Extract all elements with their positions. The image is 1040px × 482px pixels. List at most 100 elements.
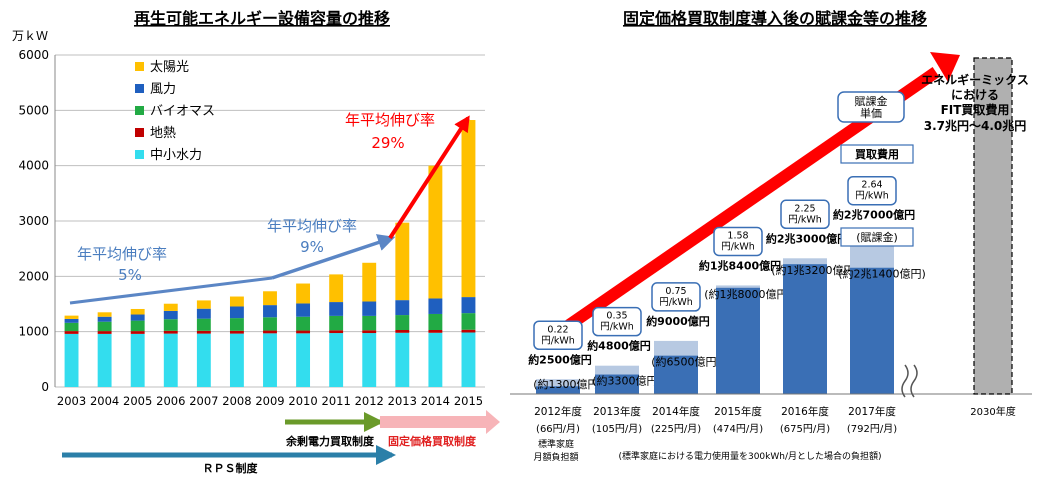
right-x-tick: 2014年度 xyxy=(652,405,700,418)
right-x-tick: 2015年度 xyxy=(714,405,762,418)
left-legend-swatch xyxy=(135,84,144,93)
monthly-burden: (792円/月) xyxy=(847,423,897,435)
left-bar-segment xyxy=(428,165,443,299)
left-bar-segment xyxy=(296,330,311,334)
monthly-burden: (225円/月) xyxy=(651,423,701,435)
right-bar-surcharge xyxy=(595,374,639,394)
left-bar-segment xyxy=(263,305,277,318)
growth-label-3a: 年平均伸び率 xyxy=(345,111,435,129)
left-bar-segment xyxy=(461,332,476,387)
right-bar-surcharge xyxy=(783,264,827,394)
left-bar-segment xyxy=(130,320,145,332)
purchase-label: 約4800億円 xyxy=(587,339,651,353)
left-x-tick: 2013 xyxy=(388,394,417,408)
household-label-2: 月額負担額 xyxy=(533,451,578,463)
left-bar-segment xyxy=(329,330,344,334)
purchase-label: 約2兆3000億円 xyxy=(766,231,848,245)
unit-price-label: 2.25 円/kWh xyxy=(788,203,822,225)
left-legend-label: 地熱 xyxy=(150,126,176,141)
fit-label: 固定価格買取制度 xyxy=(388,434,477,448)
left-legend-swatch xyxy=(135,106,144,115)
left-bar-segment xyxy=(362,315,377,331)
left-bar-segment xyxy=(196,300,211,309)
left-bar-segment xyxy=(461,329,476,333)
left-x-tick: 2009 xyxy=(255,394,284,408)
mix-label-2: における xyxy=(951,88,999,102)
legend-surcharge: (賦課金) xyxy=(856,230,898,244)
left-bar-segment xyxy=(296,283,311,304)
growth-arrow-1 xyxy=(69,276,273,305)
left-bar-segment xyxy=(428,313,443,331)
left-bar-segment xyxy=(196,333,211,387)
left-legend-swatch xyxy=(135,128,144,137)
left-bar-segment xyxy=(229,330,244,334)
year-2030: 2030年度 xyxy=(970,405,1015,418)
growth-label-2b: 9% xyxy=(300,238,324,256)
left-bar-segment xyxy=(395,330,410,333)
unit-price-label: 0.75 円/kWh xyxy=(659,286,693,308)
growth-label-1a: 年平均伸び率 xyxy=(77,245,167,263)
growth-label-1b: 5% xyxy=(118,266,142,284)
household-label-1: 標準家庭 xyxy=(538,438,574,450)
left-bar-segment xyxy=(362,301,377,316)
left-bar-segment xyxy=(163,303,178,311)
left-bar-segment xyxy=(229,318,244,331)
left-x-tick: 2010 xyxy=(288,394,317,408)
right-x-tick: 2013年度 xyxy=(593,405,641,418)
purchase-label: 約2500億円 xyxy=(528,352,592,366)
monthly-burden: (474円/月) xyxy=(713,423,763,435)
left-bar-segment xyxy=(163,330,178,334)
left-bar-segment xyxy=(263,291,277,306)
left-x-tick: 2008 xyxy=(222,394,251,408)
growth-arrow-2 xyxy=(271,234,396,280)
surcharge-label: (約1300億円) xyxy=(533,377,603,391)
left-y-tick: 6000 xyxy=(18,48,49,62)
left-x-tick: 2006 xyxy=(156,394,185,408)
left-bar-segment xyxy=(130,314,145,321)
left-bar-segment xyxy=(428,332,443,387)
unit-price-box xyxy=(651,282,701,312)
right-x-tick: 2016年度 xyxy=(781,405,829,418)
left-legend-label: 太陽光 xyxy=(150,60,189,75)
left-bar-segment xyxy=(296,333,311,387)
left-bar-segment xyxy=(64,318,79,323)
left-chart-title: 再生可能エネルギー設備容量の推移 xyxy=(134,9,390,28)
left-bar-segment xyxy=(130,308,145,315)
left-legend-swatch xyxy=(135,150,144,159)
left-bar-segment xyxy=(130,333,145,387)
left-x-tick: 2015 xyxy=(454,394,483,408)
unit-price-label: 0.35 円/kWh xyxy=(600,311,634,333)
legend-purchase: 買取費用 xyxy=(855,147,899,161)
unit-price-box xyxy=(847,175,897,206)
left-bar-segment xyxy=(395,300,410,316)
left-bar-segment xyxy=(395,315,410,331)
mix-label-1: エネルギーミックス xyxy=(921,72,1029,87)
right-chart-title: 固定価格買取制度導入後の賦課金等の推移 xyxy=(623,9,927,28)
legend-unit-price: 賦課金単価 xyxy=(855,94,888,120)
left-x-tick: 2003 xyxy=(57,394,86,408)
right-x-tick: 2012年度 xyxy=(534,405,582,418)
left-legend-swatch xyxy=(135,62,144,71)
left-bar-segment xyxy=(362,330,377,334)
left-bar-segment xyxy=(263,333,277,387)
left-y-tick: 5000 xyxy=(18,103,49,117)
left-bar-segment xyxy=(296,316,311,331)
left-bar-segment xyxy=(428,330,443,333)
left-bar-segment xyxy=(329,302,344,316)
left-x-tick: 2014 xyxy=(421,394,450,408)
left-bar-segment xyxy=(130,331,145,334)
left-bar-segment xyxy=(196,330,211,334)
purchase-label: 約1兆8400億円 xyxy=(699,258,781,272)
surcharge-label: (約6500億円) xyxy=(651,355,721,369)
left-x-tick: 2007 xyxy=(189,394,218,408)
purchase-label: 約2兆7000億円 xyxy=(833,208,915,222)
left-bar-segment xyxy=(263,317,277,331)
right-bars: 0.22 円/kWh 約2500億円 (約1300億円) 2012年度 (66円/月) 0.… xyxy=(528,175,926,435)
left-y-tick: 4000 xyxy=(18,159,49,173)
unit-price-box xyxy=(713,226,763,257)
left-x-tick: 2012 xyxy=(355,394,384,408)
unit-price-box xyxy=(780,199,830,230)
